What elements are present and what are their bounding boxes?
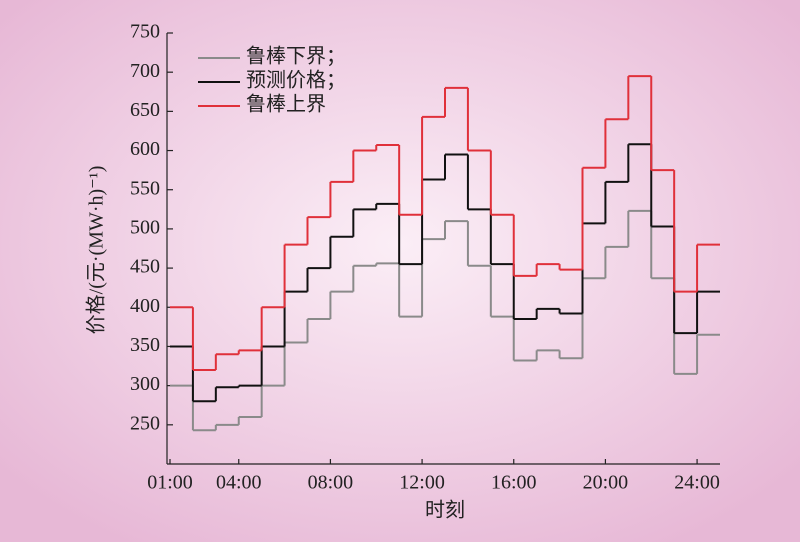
y-tick-label: 600 <box>130 138 160 160</box>
y-tick-label: 300 <box>130 373 160 395</box>
y-tick-label: 550 <box>130 177 160 199</box>
step-riser <box>191 76 699 370</box>
y-tick-label: 750 <box>130 21 160 43</box>
legend-label: 预测价格； <box>246 69 346 92</box>
legend-label: 鲁棒下界； <box>246 45 346 68</box>
y-tick-label: 350 <box>130 334 160 356</box>
x-tick-label: 04:00 <box>216 472 262 494</box>
y-axis-label: 价格/(元·(MW·h)⁻¹) <box>85 166 108 335</box>
step-riser <box>191 210 699 431</box>
y-tick-label: 250 <box>130 412 160 434</box>
x-tick-label: 16:00 <box>491 472 537 494</box>
x-axis-label: 时刻 <box>425 499 465 522</box>
y-tick-label: 500 <box>130 217 160 239</box>
x-tick-label: 20:00 <box>583 472 629 494</box>
y-tick-label: 450 <box>130 256 160 278</box>
x-tick-label: 01:00 <box>147 472 193 494</box>
y-tick-label: 400 <box>130 295 160 317</box>
x-tick-label: 08:00 <box>308 472 354 494</box>
legend-label: 鲁棒上界 <box>246 93 326 116</box>
x-tick-label: 12:00 <box>399 472 445 494</box>
y-tick-label: 650 <box>130 99 160 121</box>
y-tick-label: 700 <box>130 60 160 82</box>
x-tick-label: 24:00 <box>674 472 720 494</box>
